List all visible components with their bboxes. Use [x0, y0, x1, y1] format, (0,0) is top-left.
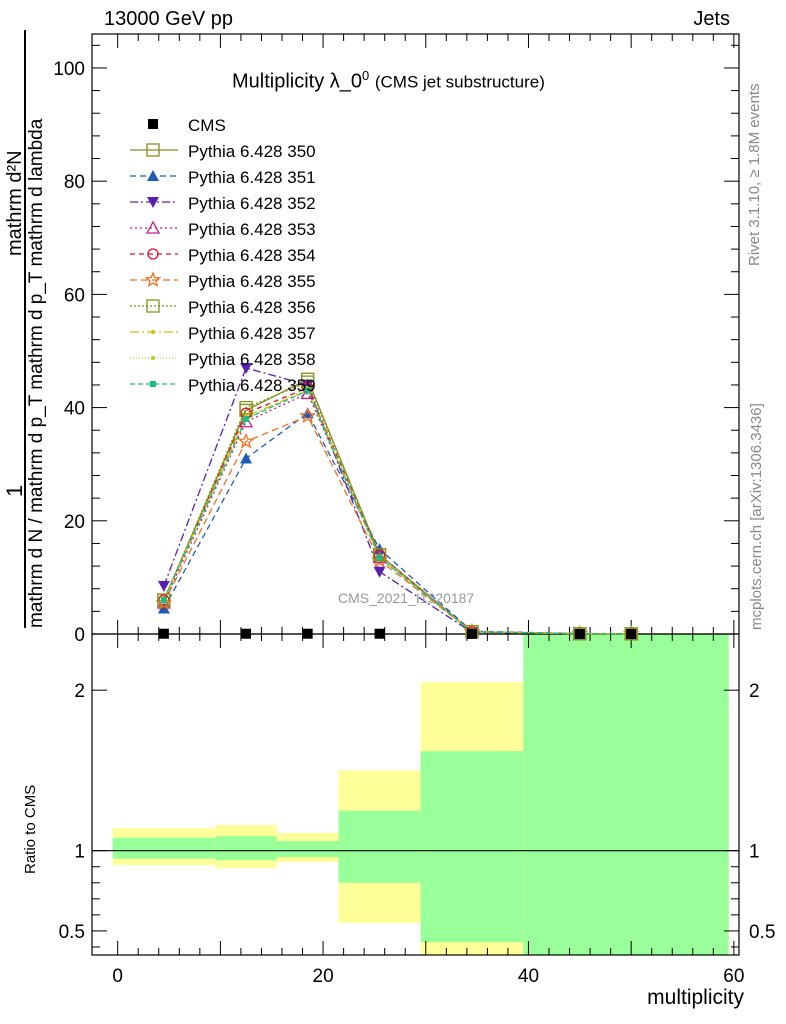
- legend-label-4: Pythia 6.428 354: [188, 246, 316, 265]
- header-right: Jets: [693, 8, 730, 30]
- series-9-point: [376, 554, 383, 561]
- legend-label-8: Pythia 6.428 358: [188, 350, 316, 369]
- ratio-band-green-1: [215, 836, 277, 861]
- legend-label-3: Pythia 6.428 353: [188, 220, 316, 239]
- legend-marker-1: [147, 170, 159, 181]
- legend-label-9: Pythia 6.428 359: [188, 376, 316, 395]
- legend-marker-9: [150, 381, 156, 387]
- legend-label-0: Pythia 6.428 350: [188, 142, 316, 161]
- y-tick-label: 40: [64, 399, 85, 420]
- series-2-point: [240, 362, 253, 374]
- legend-label-7: Pythia 6.428 357: [188, 324, 316, 343]
- x-tick-label: 40: [518, 966, 539, 987]
- plot-frames: [91, 33, 740, 956]
- legend-label-1: Pythia 6.428 351: [188, 168, 316, 187]
- ratio-bands: [112, 634, 729, 955]
- series-6-point: [624, 627, 638, 641]
- series-6-point: [239, 400, 253, 415]
- ratio-frame: [91, 633, 740, 956]
- series-9-point: [243, 415, 250, 422]
- legend-marker-4: [147, 248, 159, 260]
- legend-label-cms: CMS: [188, 116, 226, 135]
- legend-marker-5: [144, 271, 162, 288]
- watermark: CMS_2021_I1920187: [338, 590, 475, 606]
- ratio-axis-label: Ratio to CMS: [22, 784, 39, 874]
- axis-ticks: 0 20 40 60 0 20 40 60 80 100 0.5 0.5 1 1 2 2: [53, 34, 775, 987]
- y-tick-label: 80: [64, 172, 85, 193]
- ratio-band-green-0: [112, 837, 216, 859]
- x-tick-label: 60: [723, 966, 744, 987]
- series-2-point: [301, 379, 314, 391]
- x-tick-label: 20: [313, 966, 334, 987]
- legend-marker-7: [150, 329, 156, 335]
- x-axis-label: multiplicity: [647, 986, 744, 1009]
- y-axis-label-bottom: mathrm d N / mathrm d p_T mathrm d p_T m…: [26, 118, 47, 628]
- ratio-y-tick-label: 2: [74, 681, 85, 702]
- ratio-y-tick-label-right: 2: [749, 681, 760, 702]
- series-5-point: [371, 551, 388, 568]
- ratio-band-green-5: [523, 634, 729, 955]
- chart-title: Multiplicity λ_00 (CMS jet substructure): [232, 68, 545, 94]
- header-left: 13000 GeV pp: [104, 8, 233, 30]
- series-6-point: [372, 548, 387, 562]
- y-tick-label: 100: [53, 59, 85, 80]
- series-6-point: [157, 593, 171, 607]
- rivet-label: Rivet 3.1.10, ≥ 1.8M events: [746, 83, 763, 267]
- legend-marker-0: [146, 143, 160, 157]
- cms-data-point: [241, 628, 252, 639]
- legend-label-6: Pythia 6.428 356: [188, 298, 316, 317]
- cms-data-point: [466, 628, 477, 639]
- y-axis-fraction-bar: [24, 30, 26, 628]
- y-tick-label: 60: [64, 285, 85, 306]
- legend: CMS Pythia 6.428 350 Pythia 6.428 351 Pythi…: [130, 116, 316, 395]
- legend-marker-cms: [148, 119, 158, 129]
- legend-marker-3: [145, 220, 161, 234]
- ratio-y-tick-label-right: 1: [749, 842, 760, 863]
- ratio-band-green-4: [420, 751, 524, 943]
- cms-data-point: [374, 628, 385, 639]
- series-2-point: [373, 566, 386, 578]
- legend-marker-6: [146, 299, 160, 313]
- cms-data-point: [626, 629, 637, 639]
- series-markers: [155, 362, 640, 641]
- series-9-point: [304, 387, 311, 394]
- chart-title-sup: 0: [362, 68, 370, 83]
- y-tick-label: 0: [74, 625, 85, 646]
- chart-subtitle: (CMS jet substructure): [374, 72, 545, 92]
- series-5-point: [237, 432, 255, 449]
- series-1-point: [301, 407, 314, 419]
- y-tick-label: 20: [64, 512, 85, 533]
- series-1-point: [240, 452, 253, 464]
- series-9-point: [160, 597, 167, 604]
- series-6-point: [573, 627, 587, 641]
- legend-marker-2: [147, 197, 159, 208]
- x-tick-label: 0: [112, 966, 123, 987]
- legend-label-2: Pythia 6.428 352: [188, 194, 316, 213]
- legend-marker-8: [150, 355, 156, 361]
- mcplots-label: mcplots.cern.ch [arXiv:1306.3436]: [748, 403, 765, 630]
- ratio-y-tick-label: 1: [74, 842, 85, 863]
- cms-data-point: [302, 628, 313, 639]
- cms-data-point: [574, 629, 585, 639]
- series-2-point: [157, 580, 170, 592]
- ratio-band-green-3: [338, 810, 421, 883]
- legend-label-5: Pythia 6.428 355: [188, 272, 316, 291]
- ratio-y-tick-label-right: 0.5: [749, 922, 775, 943]
- cms-data-point: [158, 628, 169, 639]
- chart-title-main: Multiplicity λ_0: [232, 70, 363, 93]
- ratio-band-green-2: [276, 841, 339, 858]
- series-5-point: [299, 407, 316, 424]
- ratio-y-tick-label: 0.5: [59, 922, 85, 943]
